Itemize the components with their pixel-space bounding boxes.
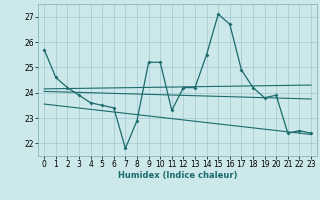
X-axis label: Humidex (Indice chaleur): Humidex (Indice chaleur): [118, 171, 237, 180]
